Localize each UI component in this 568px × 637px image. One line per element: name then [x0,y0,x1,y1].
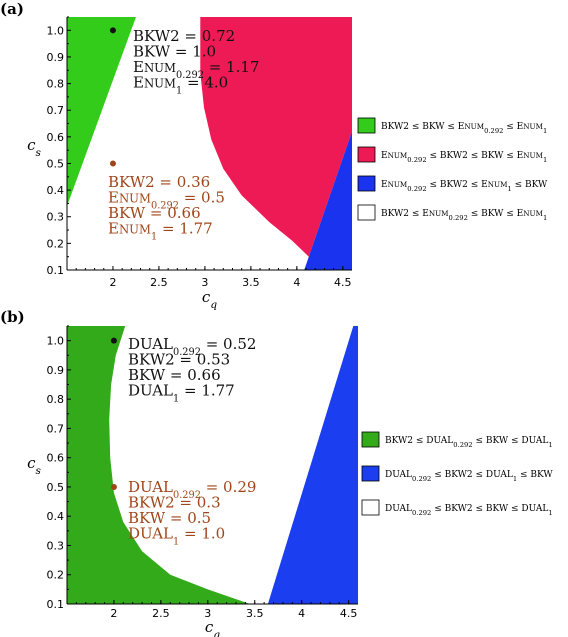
legend-swatch [361,465,380,482]
legend-swatch [361,499,380,516]
legend-swatch [361,431,380,448]
y-tick-label: 0.2 [47,237,65,250]
y-axis-label: cs [27,454,41,477]
y-tick-label: 0.1 [47,598,65,611]
legend-label: BKW2 ≤ BKW ≤ ENUM0.292 ≤ ENUM1 [381,122,547,135]
x-tick-label: 4.5 [334,276,352,289]
point-annotation: BKW = 0.66 [128,366,221,384]
point-annotation: DUAL0.292 = 0.52 [128,335,256,358]
panel-label: (a) [0,0,24,18]
x-tick-label: 2.5 [152,607,170,620]
y-tick-label: 0.7 [47,422,65,435]
legend-swatch [357,117,376,134]
x-tick-label: 3 [201,276,208,289]
region-2 [267,326,358,604]
legend-label: DUAL0.292 ≤ BKW2 ≤ DUAL1 ≤ BKW [385,470,553,483]
data-point [109,27,116,34]
legend-label: ENUM0.292 ≤ BKW2 ≤ BKW ≤ ENUM1 [381,151,547,164]
y-tick-label: 0.4 [47,184,65,197]
region-3 [304,131,352,270]
legend-swatch [357,146,376,163]
point-annotation: BKW = 0.66 [108,204,201,222]
x-tick-label: 3 [204,607,211,620]
region-2 [200,17,352,257]
y-tick-label: 0.4 [47,510,65,523]
legend-swatch [357,175,376,192]
chart-panel-b: (b) 1.0 0.9 0.8 0.7 0.6 0.5 0.4 0.3 0.2 0.1 2 2.5 3 3.… [0,308,553,637]
legend-label: BKW2 ≤ DUAL0.292 ≤ BKW ≤ DUAL1 [385,436,553,449]
y-tick-label: 0.8 [47,78,65,91]
x-tick-label: 4.5 [340,607,358,620]
point-annotation: DUAL1 = 1.77 [128,382,235,405]
y-tick-label: 0.9 [47,364,65,377]
x-axis-label: cq [202,288,217,311]
y-tick-label: 1.0 [47,335,65,348]
x-tick-label: 4 [298,607,305,620]
panel-label: (b) [0,308,25,326]
point-annotation: DUAL0.292 = 0.29 [128,478,256,501]
y-tick-label: 0.5 [47,481,65,494]
y-tick-label: 0.8 [47,393,65,406]
point-annotation: ENUM1 = 4.0 [133,74,228,97]
x-tick-label: 2 [110,607,117,620]
point-annotation: BKW = 0.5 [128,509,211,527]
y-tick-label: 0.3 [47,211,65,224]
y-tick-label: 0.2 [47,569,65,582]
point-annotation: BKW2 = 0.53 [128,351,230,369]
region-1 [67,326,250,604]
y-tick-label: 0.3 [47,539,65,552]
x-tick-label: 4 [293,276,300,289]
x-axis-label: cq [205,618,220,637]
y-tick-label: 0.5 [47,157,65,170]
region-1 [67,17,136,207]
point-annotation: BKW2 = 0.72 [133,27,235,45]
data-point [110,483,117,490]
legend: BKW2 ≤ DUAL0.292 ≤ BKW ≤ DUAL1 DUAL0.292 … [361,431,553,517]
x-tick-label: 2.5 [150,276,168,289]
x-tick-label: 2 [109,276,116,289]
legend-label: DUAL0.292 ≤ BKW2 ≤ BKW ≤ DUAL1 [385,504,553,517]
y-axis-label: cs [27,136,41,159]
point-annotation: BKW2 = 0.3 [128,494,221,512]
legend-swatch [357,204,376,221]
data-point [109,160,116,167]
point-annotation: ENUM0.292 = 1.17 [133,58,259,81]
y-tick-label: 1.0 [47,24,65,37]
point-annotation: BKW = 1.0 [133,43,216,61]
point-annotation: BKW2 = 0.36 [108,173,210,191]
x-tick-label: 3.5 [242,276,260,289]
point-annotation: ENUM0.292 = 0.5 [108,189,225,212]
x-tick-label: 3.5 [246,607,264,620]
y-tick-label: 0.6 [47,131,65,144]
data-point [110,337,117,344]
y-tick-label: 0.9 [47,51,65,64]
point-annotation: DUAL1 = 1.0 [128,525,225,548]
point-annotation: ENUM1 = 1.77 [108,220,213,243]
legend: BKW2 ≤ BKW ≤ ENUM0.292 ≤ ENUM1 ENUM0.292 … [357,117,548,222]
y-tick-label: 0.6 [47,452,65,465]
y-tick-label: 0.1 [47,264,65,277]
legend-label: ENUM0.292 ≤ BKW2 ≤ ENUM1 ≤ BKW [381,180,548,193]
legend-label: BKW2 ≤ ENUM0.292 ≤ BKW ≤ ENUM1 [381,209,547,222]
chart-panel-a: (a) 1.0 0.9 0.8 0.7 0.6 0.5 0.4 0.3 0.2 0.1 2 2.5 3 3.… [0,0,548,311]
y-tick-label: 0.7 [47,104,65,117]
